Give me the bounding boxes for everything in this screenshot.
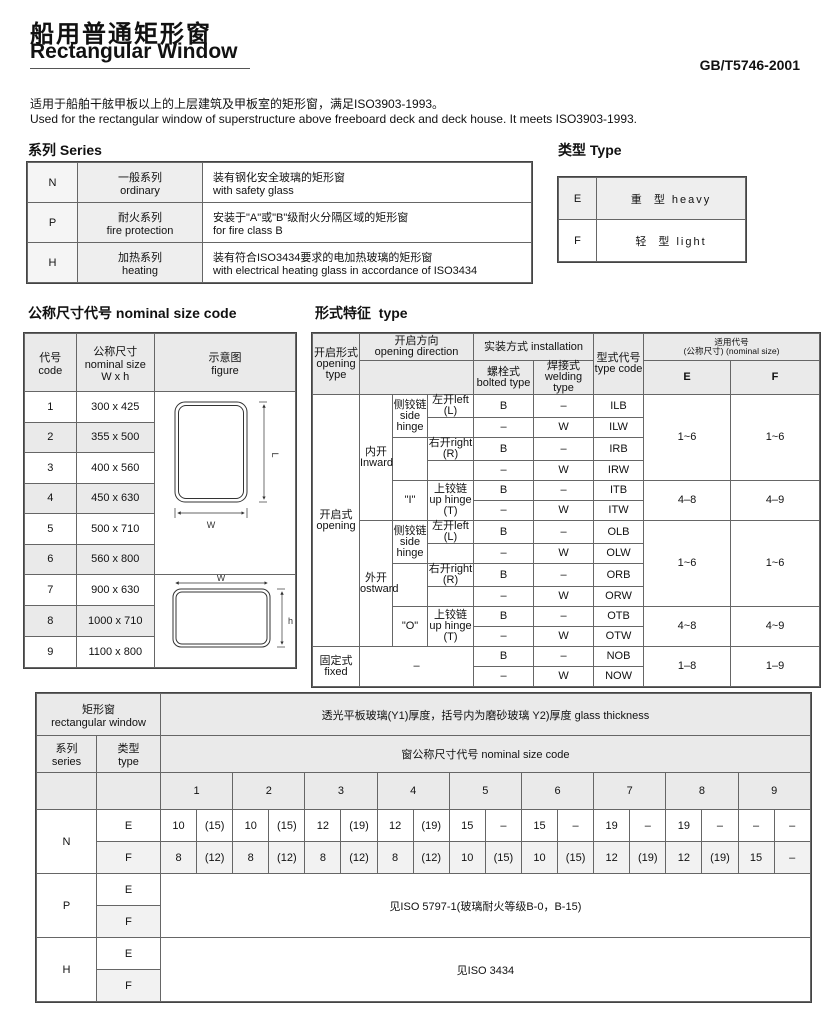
- svg-text:L: L: [270, 452, 280, 457]
- svg-text:W: W: [207, 520, 216, 530]
- svg-text:h: h: [288, 616, 293, 626]
- svg-text:W: W: [217, 575, 226, 583]
